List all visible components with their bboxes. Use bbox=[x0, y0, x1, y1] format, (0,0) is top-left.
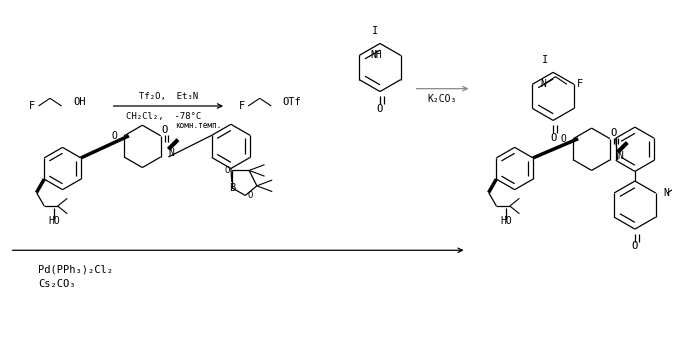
Text: O: O bbox=[550, 133, 556, 143]
Text: Cs₂CO₃: Cs₂CO₃ bbox=[38, 279, 76, 289]
Text: F: F bbox=[238, 101, 245, 111]
Text: K₂CO₃: K₂CO₃ bbox=[428, 94, 457, 104]
Text: B: B bbox=[229, 183, 235, 193]
Text: OTf: OTf bbox=[283, 97, 301, 107]
Text: O: O bbox=[377, 104, 383, 114]
Text: Pd(PPh₃)₂Cl₂: Pd(PPh₃)₂Cl₂ bbox=[38, 265, 113, 274]
Text: OH: OH bbox=[73, 97, 85, 107]
Text: F: F bbox=[29, 101, 35, 111]
Text: O: O bbox=[224, 166, 230, 175]
Text: N: N bbox=[168, 148, 174, 158]
Text: O: O bbox=[561, 134, 567, 144]
Text: I: I bbox=[372, 26, 378, 36]
Text: CH₂Cl₂,  -78°C: CH₂Cl₂, -78°C bbox=[126, 112, 201, 121]
Text: N: N bbox=[540, 79, 546, 89]
Text: I: I bbox=[542, 55, 549, 65]
Text: O: O bbox=[632, 241, 638, 252]
Text: комн.темп.: комн.темп. bbox=[175, 121, 222, 130]
Text: O: O bbox=[611, 128, 617, 138]
Text: O: O bbox=[111, 131, 117, 141]
Text: HO: HO bbox=[500, 216, 512, 227]
Text: NH: NH bbox=[370, 50, 382, 61]
Text: F: F bbox=[577, 79, 583, 89]
Text: O: O bbox=[247, 191, 252, 200]
Text: HO: HO bbox=[48, 216, 60, 227]
Text: N: N bbox=[618, 151, 624, 161]
Text: Tf₂O,  Et₃N: Tf₂O, Et₃N bbox=[139, 92, 198, 101]
Text: N: N bbox=[663, 188, 670, 198]
Text: O: O bbox=[161, 125, 168, 135]
